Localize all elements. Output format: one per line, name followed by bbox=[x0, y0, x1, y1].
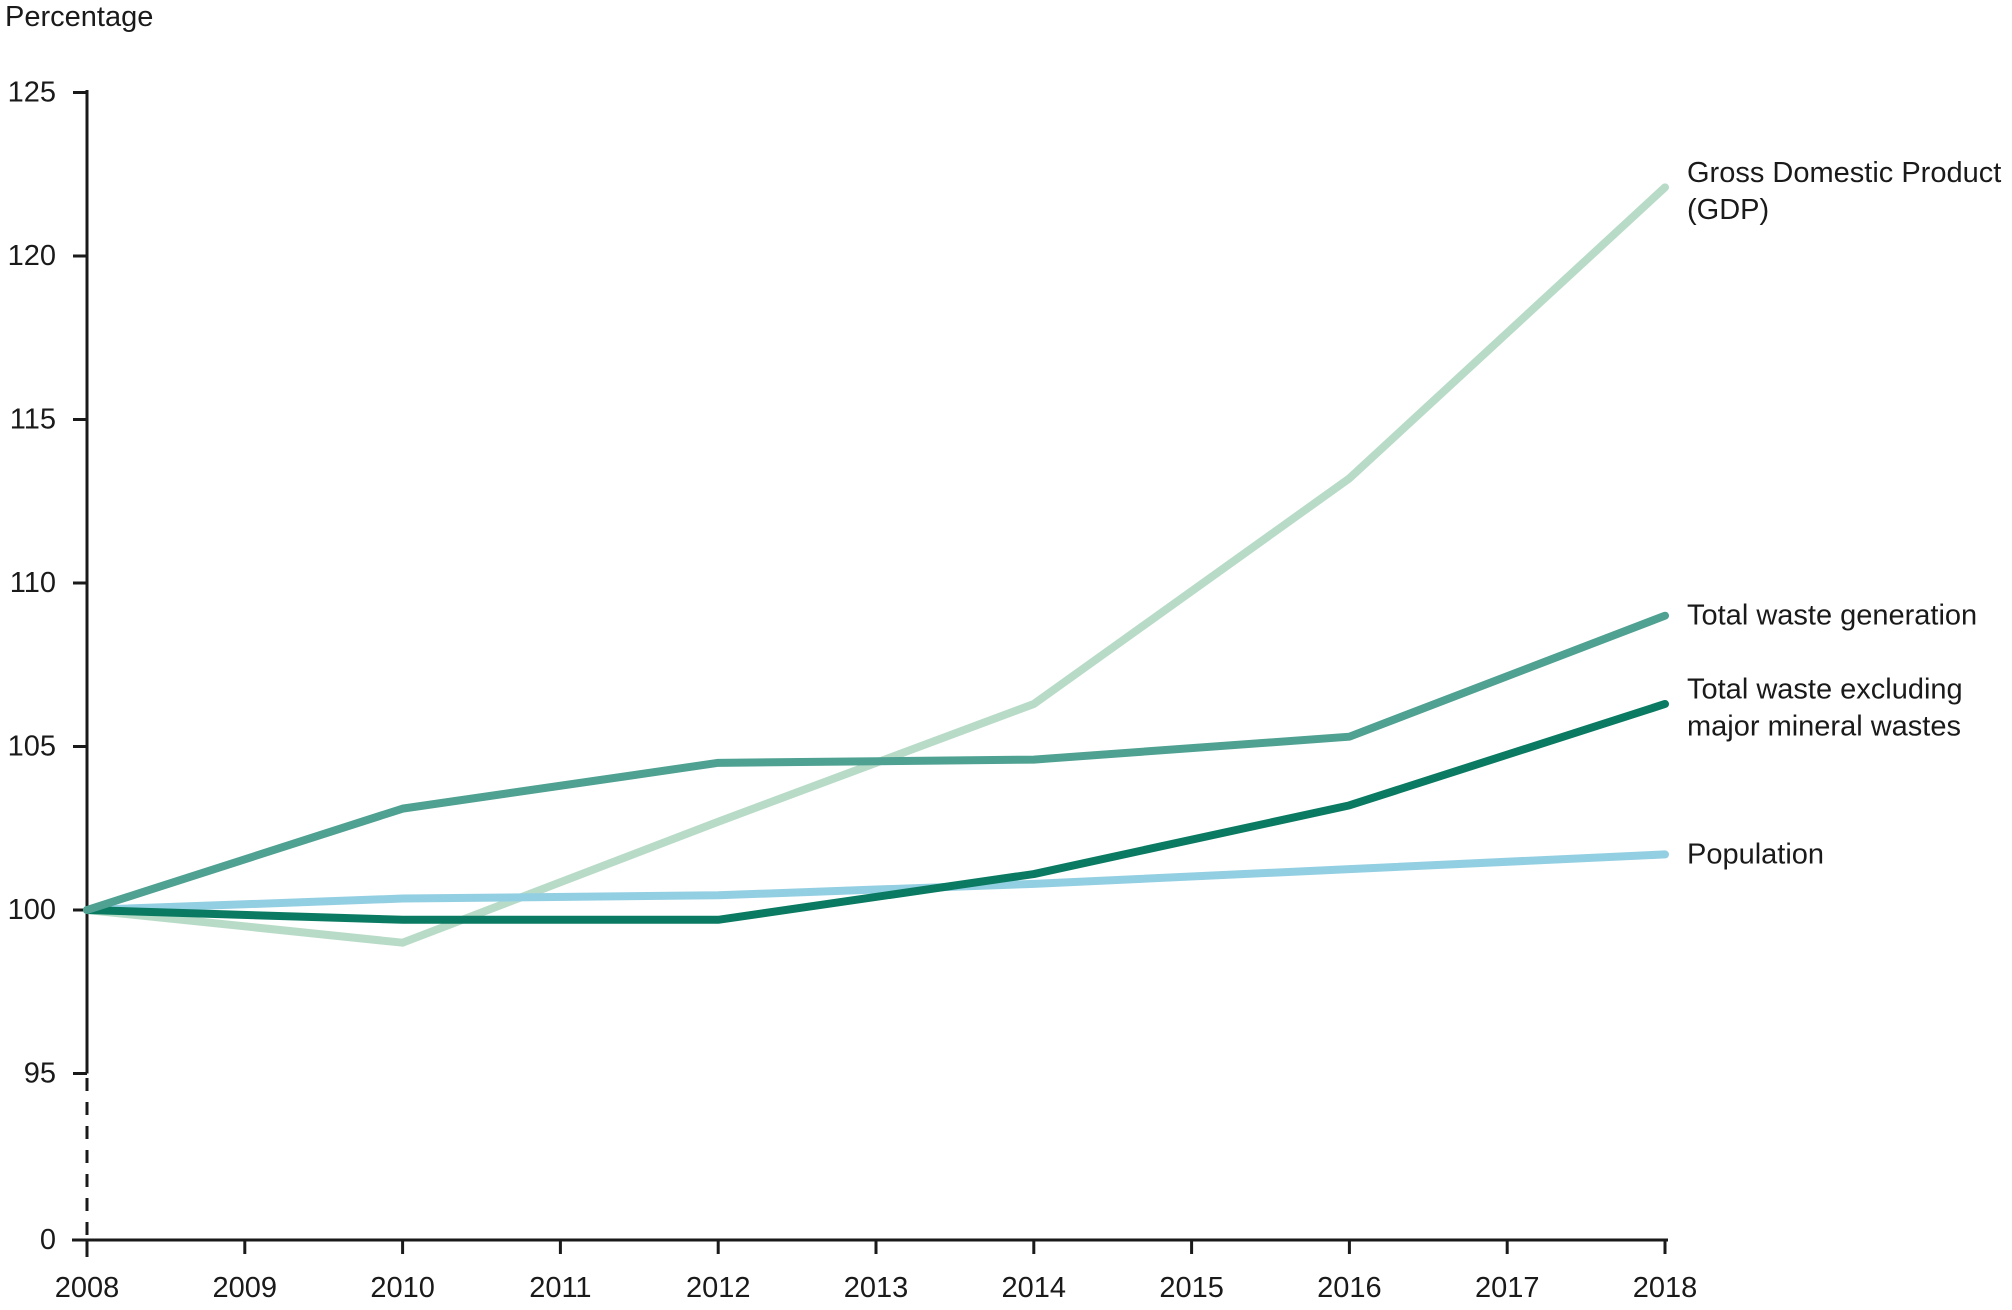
series-label-gross-domestic-product-gdp: Gross Domestic Product (GDP) bbox=[1687, 157, 2001, 226]
x-tick-label-2011: 2011 bbox=[529, 1272, 591, 1304]
series-lines bbox=[83, 183, 1669, 947]
series-line-gross-domestic-product-gdp bbox=[83, 183, 1669, 947]
y-axis-tick-labels: 125 120 115 110 105 100 95 0 bbox=[8, 77, 56, 1257]
x-tick-label-2009: 2009 bbox=[213, 1272, 278, 1304]
series-label-line-total-waste-excluding-major-mineral-wastes-1: major mineral wastes bbox=[1687, 710, 1961, 742]
x-tick-label-2018: 2018 bbox=[1633, 1272, 1698, 1304]
y-tick-label-95: 95 bbox=[24, 1058, 56, 1090]
x-tick-label-2013: 2013 bbox=[844, 1272, 909, 1304]
series-label-total-waste-generation: Total waste generation bbox=[1687, 600, 1977, 632]
series-labels: Gross Domestic Product (GDP) Total waste g… bbox=[1687, 157, 2001, 871]
series-label-total-waste-excluding-major-mineral-wastes: Total waste excluding major mineral waste… bbox=[1687, 673, 1963, 742]
y-tick-label-105: 105 bbox=[8, 731, 56, 763]
x-tick-label-2008: 2008 bbox=[55, 1272, 120, 1304]
x-axis-ticks bbox=[85, 1240, 1667, 1254]
series-line-total-waste-excluding-major-mineral-wastes bbox=[83, 699, 1669, 924]
x-tick-label-2017: 2017 bbox=[1475, 1272, 1540, 1304]
series-label-line-gross-domestic-product-gdp-0: Gross Domestic Product bbox=[1687, 157, 2001, 189]
x-axis-tick-labels: 2008 2009 2010 2011 2012 2013 2014 2015 2016 2017… bbox=[55, 1272, 1698, 1304]
series-line-total-waste-generation bbox=[83, 611, 1669, 914]
y-axis-ticks bbox=[73, 91, 87, 1242]
y-tick-label-0: 0 bbox=[40, 1224, 56, 1256]
y-tick-label-125: 125 bbox=[8, 77, 56, 109]
series-label-line-total-waste-generation-0: Total waste generation bbox=[1687, 600, 1977, 632]
y-tick-label-100: 100 bbox=[8, 894, 56, 926]
x-tick-label-2012: 2012 bbox=[686, 1272, 751, 1304]
y-tick-label-120: 120 bbox=[8, 240, 56, 272]
series-label-line-total-waste-excluding-major-mineral-wastes-0: Total waste excluding bbox=[1687, 673, 1963, 705]
x-tick-label-2010: 2010 bbox=[370, 1272, 435, 1304]
series-line-population bbox=[83, 850, 1669, 914]
y-tick-label-115: 115 bbox=[10, 404, 56, 436]
y-axis: 125 120 115 110 105 100 95 0 bbox=[8, 77, 89, 1257]
series-label-line-gross-domestic-product-gdp-1: (GDP) bbox=[1687, 194, 1769, 226]
x-axis: 2008 2009 2010 2011 2012 2013 2014 2015 2016 2017… bbox=[55, 1238, 1698, 1304]
x-tick-label-2015: 2015 bbox=[1159, 1272, 1224, 1304]
y-axis-title: Percentage bbox=[5, 1, 153, 33]
y-tick-label-110: 110 bbox=[10, 567, 56, 599]
x-tick-label-2014: 2014 bbox=[1002, 1272, 1067, 1304]
series-label-population: Population bbox=[1687, 838, 1824, 870]
series-label-line-population-0: Population bbox=[1687, 838, 1824, 870]
x-tick-label-2016: 2016 bbox=[1317, 1272, 1382, 1304]
